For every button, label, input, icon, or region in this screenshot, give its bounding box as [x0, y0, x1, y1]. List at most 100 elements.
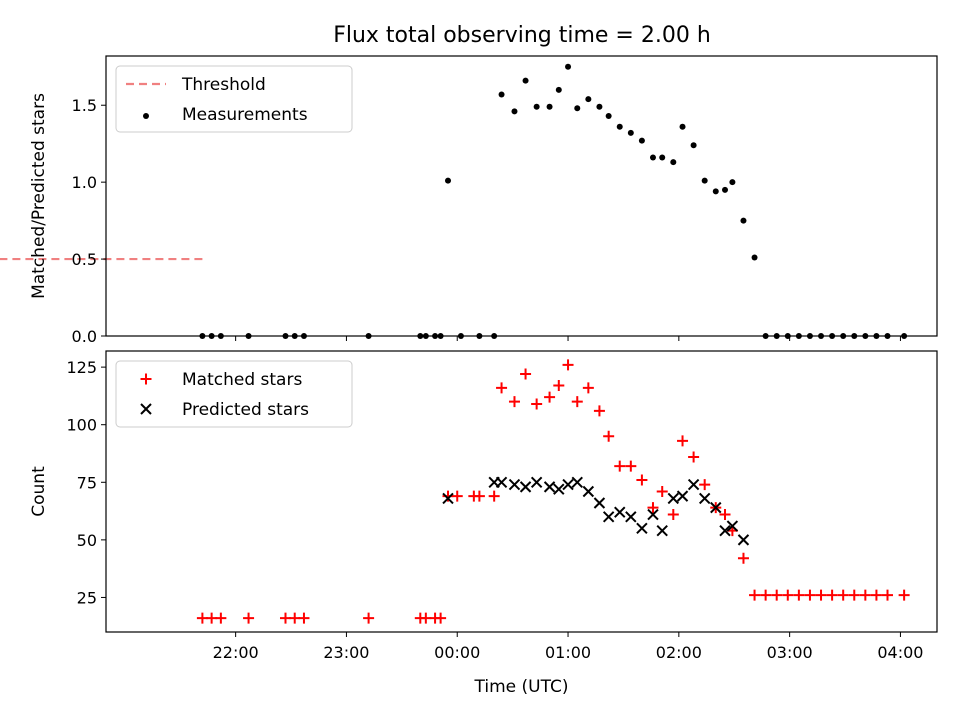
x-tick-label: 01:00	[545, 643, 591, 662]
matched-point	[625, 460, 637, 472]
matched-point	[837, 589, 849, 601]
measurement-point	[596, 103, 603, 110]
predicted-point	[698, 492, 711, 505]
series-x	[442, 476, 750, 546]
legend-predicted-swatch	[140, 403, 152, 415]
y-tick-label: 75	[77, 473, 97, 492]
x-axis-label: Time (UTC)	[474, 677, 569, 697]
legend-matched-swatch	[140, 373, 152, 385]
matched-point	[435, 612, 447, 624]
matched-point	[719, 509, 731, 521]
chart-title: Flux total observing time = 2.00 h	[333, 23, 711, 48]
legend-measurement-swatch	[143, 113, 149, 119]
matched-point	[677, 435, 689, 447]
x-tick-label: 02:00	[656, 643, 702, 662]
x-tick-label: 04:00	[877, 643, 923, 662]
matched-point	[760, 589, 772, 601]
matched-point	[562, 359, 574, 371]
matched-point	[647, 502, 659, 514]
matched-point	[848, 589, 860, 601]
series-dot	[199, 63, 908, 339]
count-panel: 25 50 75 100 125 22:00 23:00 00:00 01:00 02:00 03:…	[29, 350, 938, 697]
matched-point	[206, 612, 218, 624]
matched-point	[215, 612, 227, 624]
matched-point	[782, 589, 794, 601]
ratio-panel: 0.0 0.5 1.0 1.5 Matched/Predicted stars Thres…	[0, 55, 938, 346]
measurement-point	[565, 63, 572, 70]
measurement-point	[511, 108, 518, 115]
y-axis-label: Matched/Predicted stars	[29, 93, 49, 299]
predicted-point	[602, 511, 615, 523]
axes-frame	[105, 350, 938, 633]
measurement-point	[445, 177, 452, 184]
legend: Threshold Measurements	[115, 65, 353, 133]
predicted-point	[719, 524, 731, 537]
measurement-point	[729, 179, 736, 186]
legend-label: Threshold	[181, 75, 266, 95]
measurement-point	[627, 129, 634, 136]
matched-point	[688, 451, 700, 463]
measurement-point	[690, 142, 697, 149]
measurement-point	[649, 154, 656, 161]
matched-point	[298, 612, 310, 624]
predicted-point	[614, 506, 626, 518]
legend: Matched stars Predicted stars	[115, 360, 353, 428]
matched-point	[603, 430, 615, 442]
predicted-point	[636, 522, 648, 535]
predicted-point	[582, 485, 595, 498]
matched-point	[363, 612, 375, 624]
measurement-point	[740, 217, 747, 224]
matched-point	[804, 589, 816, 601]
matched-point	[451, 490, 463, 502]
matched-point	[553, 380, 565, 392]
matched-point	[737, 552, 749, 564]
predicted-point	[676, 490, 689, 502]
matched-point	[243, 612, 255, 624]
matched-point	[582, 382, 594, 394]
predicted-point	[737, 534, 750, 546]
matched-point	[531, 398, 543, 410]
predicted-point	[656, 524, 668, 537]
matched-point	[749, 589, 761, 601]
predicted-point	[687, 478, 700, 491]
y-tick-label: 25	[77, 588, 97, 607]
matched-point	[544, 391, 556, 403]
measurement-point	[712, 188, 719, 195]
predicted-point	[593, 497, 606, 509]
measurement-point	[546, 103, 553, 110]
matched-point	[420, 612, 432, 624]
measurement-point	[605, 113, 612, 119]
matched-point	[593, 405, 605, 417]
matched-point	[196, 612, 208, 624]
legend-box	[115, 65, 353, 133]
measurement-point	[522, 77, 529, 84]
legend-box	[115, 360, 353, 428]
matched-point	[473, 490, 485, 502]
matched-point	[488, 490, 500, 502]
x-tick-label: 22:00	[213, 643, 259, 662]
legend-label: Predicted stars	[182, 400, 309, 420]
measurement-point	[638, 137, 645, 144]
matched-point	[699, 479, 711, 491]
y-tick-label: 100	[66, 416, 97, 435]
matched-point	[614, 460, 626, 472]
matched-point	[667, 509, 679, 521]
predicted-point	[562, 478, 574, 491]
y-tick-label: 0.5	[72, 250, 97, 269]
measurement-point	[722, 186, 729, 193]
matched-point	[793, 589, 805, 601]
matched-point	[826, 589, 838, 601]
matched-point	[571, 396, 583, 408]
x-tick-label: 03:00	[767, 643, 813, 662]
predicted-point	[519, 481, 532, 493]
matched-point	[882, 589, 894, 601]
matched-point	[815, 589, 827, 601]
measurement-point	[533, 103, 540, 110]
y-axis-label: Count	[29, 466, 49, 517]
y-tick-label: 1.5	[72, 96, 97, 115]
predicted-point	[508, 478, 521, 491]
predicted-point	[647, 508, 659, 521]
matched-point	[636, 474, 648, 486]
predicted-point	[710, 501, 722, 514]
